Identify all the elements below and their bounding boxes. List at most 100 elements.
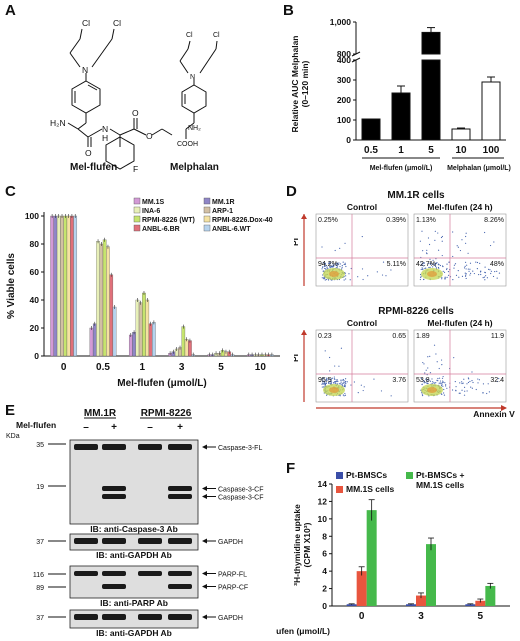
d-event-dot — [469, 268, 471, 270]
d-event-dot — [421, 394, 424, 397]
c-xtick-label: 0.5 — [96, 362, 110, 373]
d-event-dot — [434, 264, 437, 266]
e-band-caspase-cf — [168, 486, 192, 491]
c-bar — [145, 299, 150, 357]
d-event-dot — [367, 275, 369, 277]
d-event-dot — [446, 267, 448, 270]
d-event-dot — [443, 388, 445, 391]
d-event-dot — [465, 277, 467, 280]
d-event-dot — [428, 263, 430, 265]
d-event-dot — [433, 382, 435, 384]
mel-flufen-structure — [67, 28, 173, 170]
f-legend-swatch — [336, 472, 343, 479]
d-event-dot — [445, 385, 447, 387]
c-bar — [188, 340, 192, 357]
d-event-dot — [463, 394, 466, 396]
d-event-dot — [340, 347, 343, 349]
d-event-dot — [489, 269, 491, 271]
d-event-dot — [464, 265, 466, 267]
d-event-dot — [454, 263, 457, 265]
d-event-dot — [455, 386, 457, 388]
d-event-dot — [329, 382, 331, 384]
d-event-dot — [321, 246, 323, 248]
d-event-dot — [438, 367, 440, 370]
c-bar — [53, 215, 58, 357]
d-event-dot — [434, 230, 436, 232]
d-event-dot — [463, 386, 466, 388]
e-mel-row: Mel-flufen — [16, 420, 56, 430]
d-event-dot — [328, 263, 331, 265]
svg-text:Cl: Cl — [213, 32, 220, 39]
d-event-dot — [322, 266, 324, 268]
e-band-label: GAPDH — [218, 615, 243, 622]
d-event-dot — [330, 381, 333, 383]
b-ytick-label: 200 — [337, 95, 351, 105]
d-event-dot — [455, 274, 458, 276]
d-event-dot — [419, 278, 421, 281]
d-event-dot — [338, 365, 340, 367]
d-event-dot — [459, 249, 462, 252]
d-event-dot — [337, 263, 340, 266]
d-event-dot — [464, 272, 466, 274]
d-density-peak — [427, 271, 437, 277]
d-event-dot — [323, 265, 326, 267]
d-event-dot — [435, 258, 437, 260]
c-bar — [70, 215, 74, 357]
d-event-dot — [336, 380, 338, 383]
e-mw-marker: 37 — [36, 539, 44, 546]
d-event-dot — [343, 279, 345, 281]
e-band-caspase-fl — [168, 444, 192, 450]
d-event-dot — [345, 383, 347, 385]
d-event-dot — [444, 382, 446, 384]
f-bar — [406, 604, 416, 606]
d-event-dot — [484, 266, 486, 268]
d-event-dot — [473, 272, 475, 275]
c-legend-swatch — [133, 206, 141, 214]
d-event-dot — [442, 385, 444, 387]
f-legend-swatch — [336, 486, 343, 493]
c-legend-label: RPMI-8226.Dox-40 — [212, 217, 273, 224]
b-xtick-label: 0.5 — [364, 145, 378, 156]
d-event-dot — [441, 235, 444, 238]
e-treatment-sign: + — [111, 422, 117, 433]
c-bar — [102, 239, 107, 357]
d-event-dot — [465, 273, 467, 275]
d-event-dot — [487, 383, 489, 385]
c-bar — [50, 215, 54, 357]
c-ylabel: % Viable cells — [6, 253, 17, 319]
d-event-dot — [446, 276, 448, 278]
d-event-dot — [376, 271, 378, 273]
b-xtick-label: 1 — [398, 145, 404, 156]
e-band-parp-fl — [102, 571, 126, 576]
e-band-gapdh — [138, 614, 162, 620]
c-legend-swatch — [203, 197, 211, 205]
b-xtick-label: 10 — [455, 145, 467, 156]
e-ib-label: IB: anti-GAPDH Ab — [96, 628, 172, 638]
d-event-dot — [322, 274, 324, 276]
d-event-dot — [361, 268, 364, 270]
d-event-dot — [424, 381, 426, 384]
d-event-dot — [323, 382, 326, 384]
f-ytick-label: 6 — [322, 549, 327, 559]
c-bar — [181, 326, 186, 357]
d-event-dot — [342, 382, 344, 384]
d-event-dot — [462, 382, 464, 384]
d-event-dot — [485, 275, 487, 277]
c-bar — [66, 215, 71, 357]
d-event-dot — [498, 272, 501, 274]
b-ytick-label: 800 — [337, 49, 351, 59]
d-quadrant-lr: 32.4 — [490, 377, 504, 384]
f-legend-label: Pt-BMSCs — [346, 470, 387, 480]
d-event-dot — [469, 274, 471, 276]
d-event-dot — [420, 268, 422, 271]
d-event-dot — [433, 263, 436, 265]
d-event-dot — [493, 241, 495, 243]
d-event-dot — [469, 262, 472, 264]
panel-a-label: A — [5, 2, 16, 19]
d-event-dot — [357, 276, 359, 278]
d-event-dot — [341, 384, 343, 386]
d-event-dot — [349, 279, 351, 281]
melphalan-structure — [179, 40, 218, 139]
svg-text:H₂N: H₂N — [50, 118, 66, 128]
